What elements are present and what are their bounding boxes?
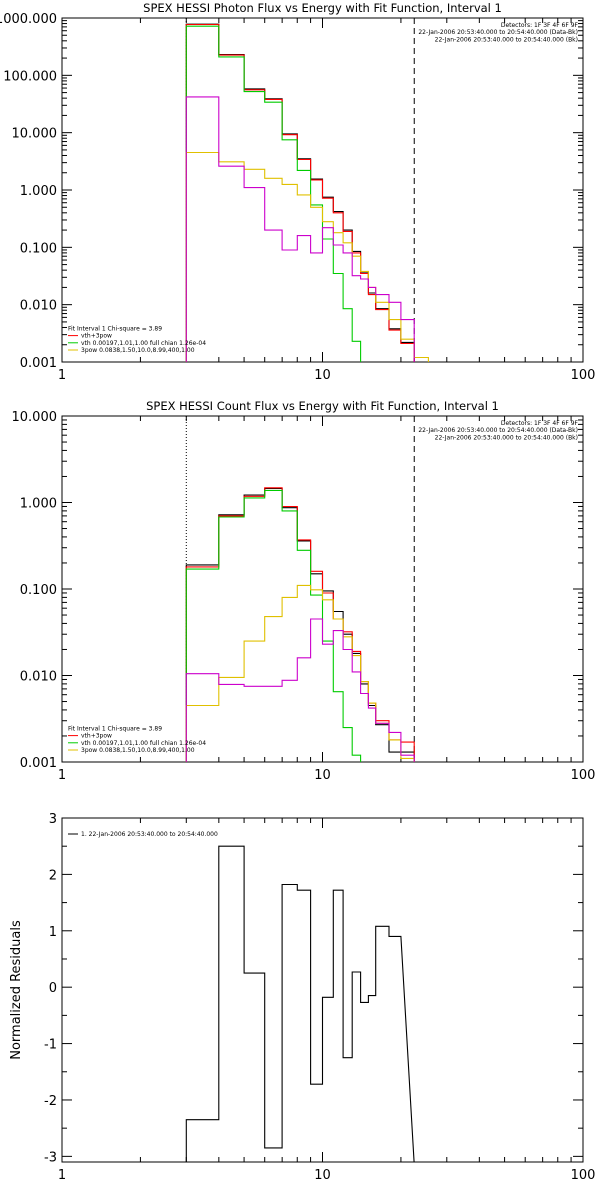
y-tick-label: 3 <box>49 812 57 827</box>
header-text: 22-Jan-2006 20:53:40.000 to 20:54:40.000… <box>418 29 578 36</box>
header-text: Detectors: 1F 3F 4F 6F 9F <box>501 420 579 427</box>
y-tick-label: 100.000 <box>3 69 57 84</box>
x-tick-label: 1 <box>58 1168 66 1183</box>
panel-3: 1 10 100 -3 -2 -1 0 1 2 3 Normalized Residuals 1. 2… <box>9 812 595 1183</box>
x-tick-label: 1 <box>58 368 66 383</box>
series-5-line <box>185 618 415 762</box>
legend-label: 1. 22-Jan-2006 20:53:40.000 to 20:54:40.… <box>81 831 218 838</box>
y-tick-label: 0.100 <box>20 241 57 256</box>
x-tick-label: 10 <box>314 368 331 383</box>
y-tick-label: 10.000 <box>12 410 58 425</box>
y-tick-label: -2 <box>44 1094 57 1109</box>
y-tick-label: 0.100 <box>20 583 57 598</box>
legend-label: Fit Interval 1 Chi-square = 3.89 <box>68 725 162 732</box>
x-tick-label: 100 <box>571 768 596 783</box>
series-group <box>185 23 429 362</box>
series-1-line <box>185 487 415 762</box>
legend-label: 3pow 0.0838,1.50,10.0,8.99,400,1.00 <box>81 347 195 354</box>
y-tick-label: 0 <box>49 981 57 996</box>
y-axis-label: Normalized Residuals <box>9 920 24 1060</box>
y-tick-label: 0.010 <box>20 299 57 314</box>
y-tick-label: 0.001 <box>20 356 57 371</box>
y-tick-label: -3 <box>44 1150 57 1165</box>
plot-frame <box>61 817 584 1163</box>
x-tick-label: 100 <box>571 368 596 383</box>
y-tick-label: 10.000 <box>12 127 58 142</box>
y-tick-label: 1 <box>49 925 57 940</box>
series-group <box>185 487 415 762</box>
legend-label: vth 0.00197,1.01,1.00 full chian 1.26e-0… <box>81 740 206 747</box>
y-tick-label: 2 <box>49 868 57 883</box>
series-2-line <box>185 23 415 362</box>
series-3-line <box>185 25 362 362</box>
legend-label: vth+3pow <box>81 733 112 740</box>
series-5-line <box>185 96 415 362</box>
y-tick-label: 0.010 <box>20 670 57 685</box>
header-text: Detectors: 1F 3F 4F 6F 9F <box>501 22 579 29</box>
series-1-line <box>185 845 415 1162</box>
series-group <box>185 845 415 1162</box>
panel-1: SPEX HESSI Photon Flux vs Energy with Fi… <box>0 1 595 383</box>
x-tick-label: 1 <box>58 768 66 783</box>
series-1-line <box>185 23 415 362</box>
legend-label: vth 0.00197,1.01,1.00 full chian 1.26e-0… <box>81 340 206 347</box>
y-tick-label: 1.000 <box>20 184 57 199</box>
header-text: 22-Jan-2006 20:53:40.000 to 20:54:40.000… <box>435 434 578 441</box>
series-3-line <box>185 489 362 762</box>
legend-label: vth+3pow <box>81 333 112 340</box>
header-text: 22-Jan-2006 20:53:40.000 to 20:54:40.000… <box>418 427 578 434</box>
x-tick-label: 10 <box>314 768 331 783</box>
series-2-line <box>185 487 415 762</box>
legend-label: Fit Interval 1 Chi-square = 3.89 <box>68 325 162 332</box>
y-tick-label: -1 <box>44 1038 57 1053</box>
y-tick-label: 1000.000 <box>0 12 57 27</box>
chart-title: SPEX HESSI Count Flux vs Energy with Fit… <box>146 399 499 413</box>
x-tick-label: 10 <box>314 1168 331 1183</box>
series-4-line <box>185 151 429 362</box>
x-tick-label: 100 <box>571 1168 596 1183</box>
y-tick-label: 1.000 <box>20 497 57 512</box>
header-text: 22-Jan-2006 20:53:40.000 to 20:54:40.000… <box>435 36 578 43</box>
series-4-line <box>185 584 415 762</box>
panel-2: SPEX HESSI Count Flux vs Energy with Fit… <box>12 399 596 783</box>
chart-title: SPEX HESSI Photon Flux vs Energy with Fi… <box>143 1 502 15</box>
y-tick-label: 0.001 <box>20 756 57 771</box>
legend-label: 3pow 0.0838,1.50,10.0,8.99,400,1.00 <box>81 747 195 754</box>
